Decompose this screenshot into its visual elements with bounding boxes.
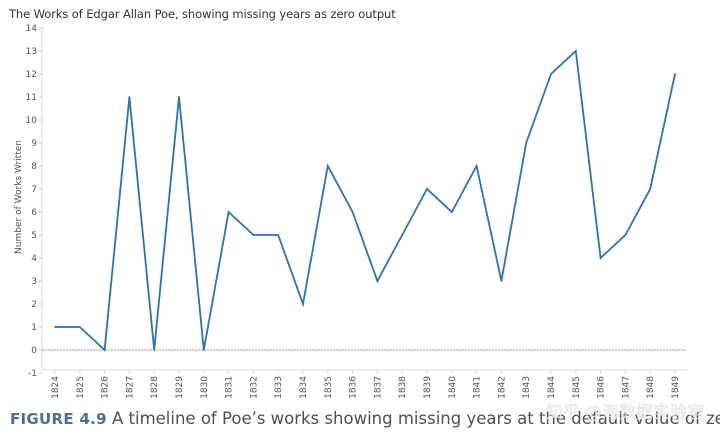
data-point [128,96,131,98]
x-tick-label: 1843 [522,376,532,399]
y-tick-label: 14 [26,24,38,34]
y-tick-label: 2 [31,300,37,310]
data-point [277,234,280,236]
x-tick-label: 1846 [597,376,607,399]
x-tick-label: 1830 [200,376,210,399]
data-point [649,188,652,190]
y-tick-label: -1 [28,369,37,379]
y-tick-label: 13 [26,47,37,57]
y-tick-label: 7 [31,185,37,195]
figure-number: FIGURE 4.9 [10,410,107,428]
x-tick-label: 1840 [448,376,458,399]
y-tick-label: 9 [31,139,37,149]
y-tick-label: 0 [31,346,37,356]
x-tick-label: 1841 [473,376,483,399]
x-tick-label: 1833 [274,376,284,399]
x-tick-label: 1831 [225,376,235,399]
y-tick-label: 11 [26,93,37,103]
y-tick-label: 3 [31,277,37,287]
x-tick-label: 1825 [76,376,86,399]
x-tick-label: 1838 [398,376,408,399]
data-point [227,211,230,213]
data-point [525,142,528,144]
data-point [326,165,329,167]
x-tick-label: 1839 [423,376,433,399]
chart-title: The Works of Edgar Allan Poe, showing mi… [9,7,396,21]
data-point [674,73,676,75]
data-point [252,234,255,236]
data-point [202,349,205,351]
x-tick-label: 1826 [101,376,111,399]
y-axis-label: Number of Works Written [14,140,24,254]
figure-caption: A timeline of Poe’s works showing missin… [112,409,720,428]
chart-series [54,49,676,352]
x-tick-label: 1845 [572,376,582,399]
y-tick-label: 10 [26,116,38,126]
x-tick-label: 1848 [646,376,656,399]
y-tick-label: 5 [31,231,37,241]
data-point [599,257,602,259]
data-point [401,234,404,236]
data-point [78,326,81,328]
data-point [302,303,304,305]
data-point [426,188,428,190]
data-point [624,234,627,236]
series-line [55,49,676,352]
x-tick-label: 1824 [51,376,61,399]
x-tick-label: 1834 [299,376,309,399]
x-tick-label: 1844 [547,376,557,399]
x-tick-label: 1847 [621,376,631,399]
x-tick-label: 1837 [373,376,383,399]
y-tick-label: 6 [31,208,37,218]
data-point [103,349,106,351]
x-tick-label: 1832 [249,376,259,399]
x-tick-label: 1835 [324,376,334,399]
data-point [351,211,354,213]
x-tick-label: 1842 [497,376,507,399]
data-point [475,165,478,167]
data-point [500,280,503,282]
data-point [178,96,180,98]
data-point [376,280,379,282]
x-tick-label: 1836 [349,376,359,399]
data-point [450,211,453,213]
chart-axes [41,28,687,371]
watermark: 知乎 @海数据实验室 [545,403,704,423]
x-tick-label: 1827 [125,376,135,399]
data-point [54,326,56,328]
y-tick-label: 12 [26,70,37,80]
y-tick-label: 4 [31,254,37,264]
x-tick-label: 1849 [671,376,681,399]
caption-area [0,400,720,439]
y-tick-label: 8 [31,162,37,172]
x-tick-label: 1829 [175,376,185,399]
y-tick-label: 1 [31,323,37,333]
data-point [574,50,577,52]
data-point [153,349,156,351]
x-tick-label: 1828 [150,376,160,399]
data-point [550,73,552,75]
